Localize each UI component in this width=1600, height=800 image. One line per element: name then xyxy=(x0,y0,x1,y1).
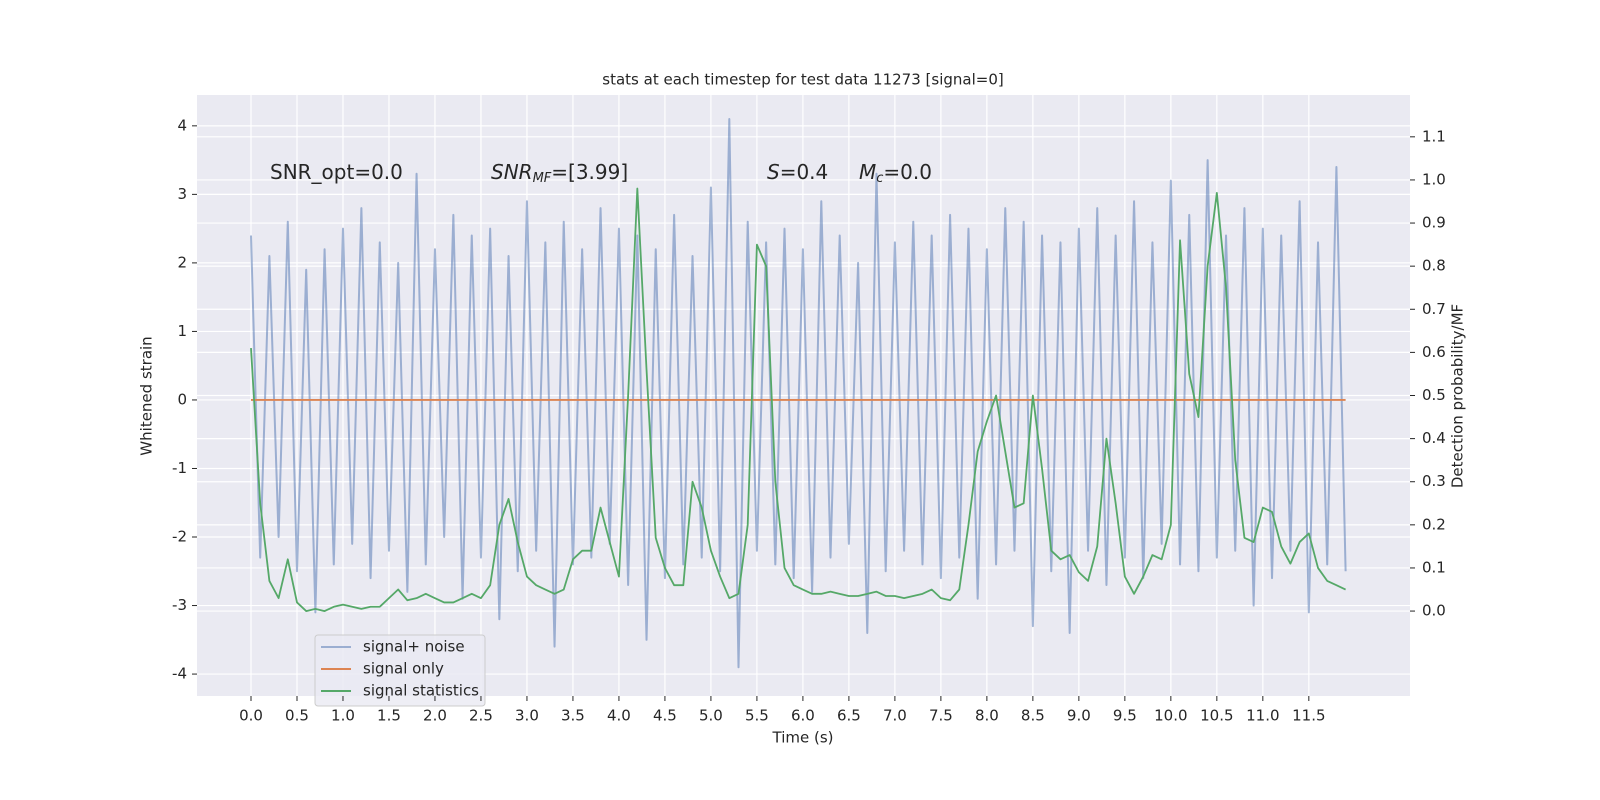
x-tick-label: 2.5 xyxy=(469,707,493,725)
x-tick-label: 5.5 xyxy=(745,707,769,725)
x-tick-label: 3.0 xyxy=(515,707,539,725)
annotation-text: =0.0 xyxy=(883,160,932,184)
x-axis-label: Time (s) xyxy=(772,729,834,747)
legend-label: signal statistics xyxy=(363,682,479,700)
x-tick-label: 4.0 xyxy=(607,707,631,725)
annotation: SNR_opt=0.0 xyxy=(270,160,403,184)
legend: signal+ noise signal only signal statistic… xyxy=(314,634,486,707)
x-tick-label: 0.0 xyxy=(239,707,263,725)
marks xyxy=(249,117,1347,669)
x-tick-label: 7.5 xyxy=(929,707,953,725)
annotation-text: =0.4 xyxy=(780,160,829,184)
x-tick-label: 10.0 xyxy=(1154,707,1187,725)
annotation: Mc=0.0 xyxy=(859,160,932,186)
x-tick-label: 10.5 xyxy=(1200,707,1233,725)
y2-tick-label: 0.9 xyxy=(1422,214,1446,232)
legend-box xyxy=(314,634,486,707)
y2-tick-label: 0.6 xyxy=(1422,343,1446,361)
annotation-text: SNR xyxy=(491,160,533,184)
x-tick-label: 1.0 xyxy=(331,707,355,725)
x-tick-label: 6.0 xyxy=(791,707,815,725)
y2-tick-label: 0.8 xyxy=(1422,257,1446,275)
y-tick-label: 2 xyxy=(177,253,187,271)
y-axis-label: Whitened strain xyxy=(138,336,156,455)
annotation-text: =[3.99] xyxy=(551,160,628,184)
x-tick-label: 5.0 xyxy=(699,707,723,725)
y2-tick-label: 0.0 xyxy=(1422,602,1446,620)
y2-axis-label: Detection probability/MF xyxy=(1449,304,1467,488)
y-tick-label: -1 xyxy=(172,459,187,477)
annotation-text: SNR_opt=0.0 xyxy=(270,160,403,184)
annotation: S=0.4 xyxy=(767,160,828,184)
annotation: SNRMF=[3.99] xyxy=(491,160,628,186)
y-tick-label: 4 xyxy=(177,116,187,134)
y-tick-label: 0 xyxy=(177,390,187,408)
y-tick-label: -4 xyxy=(172,665,187,683)
y2-tick-label: 0.4 xyxy=(1422,429,1446,447)
series-line xyxy=(250,187,1346,612)
x-tick-label: 3.5 xyxy=(561,707,585,725)
x-tick-label: 8.5 xyxy=(1021,707,1045,725)
x-tick-label: 6.5 xyxy=(837,707,861,725)
x-tick-label: 9.0 xyxy=(1067,707,1091,725)
annotation-subscript: c xyxy=(876,171,883,186)
x-tick-label: 7.0 xyxy=(883,707,907,725)
y2-tick-label: 0.5 xyxy=(1422,386,1446,404)
y-tick-label: 1 xyxy=(177,322,187,340)
x-tick-label: 11.5 xyxy=(1292,707,1325,725)
chart-title: stats at each timestep for test data 112… xyxy=(602,71,1003,89)
legend-label: signal only xyxy=(363,660,444,678)
y2-tick-label: 1.1 xyxy=(1422,127,1446,145)
y-tick-label: 3 xyxy=(177,185,187,203)
annotation-text: M xyxy=(859,160,876,184)
legend-label: signal+ noise xyxy=(363,638,465,656)
y-tick-label: -3 xyxy=(172,596,187,614)
y2-tick-label: 0.3 xyxy=(1422,472,1446,490)
y2-tick-label: 0.2 xyxy=(1422,515,1446,533)
y2-tick-label: 0.1 xyxy=(1422,558,1446,576)
x-tick-label: 1.5 xyxy=(377,707,401,725)
series-line xyxy=(249,117,1347,669)
y2-tick-label: 1.0 xyxy=(1422,170,1446,188)
x-tick-label: 11.0 xyxy=(1246,707,1279,725)
y2-tick-label: 0.7 xyxy=(1422,300,1446,318)
x-tick-label: 8.0 xyxy=(975,707,999,725)
x-tick-label: 4.5 xyxy=(653,707,677,725)
y-tick-label: -2 xyxy=(172,528,187,546)
annotation-text: S xyxy=(767,160,780,184)
x-tick-label: 0.5 xyxy=(285,707,309,725)
x-tick-label: 2.0 xyxy=(423,707,447,725)
annotation-subscript: MF xyxy=(533,171,552,186)
x-tick-label: 9.5 xyxy=(1113,707,1137,725)
